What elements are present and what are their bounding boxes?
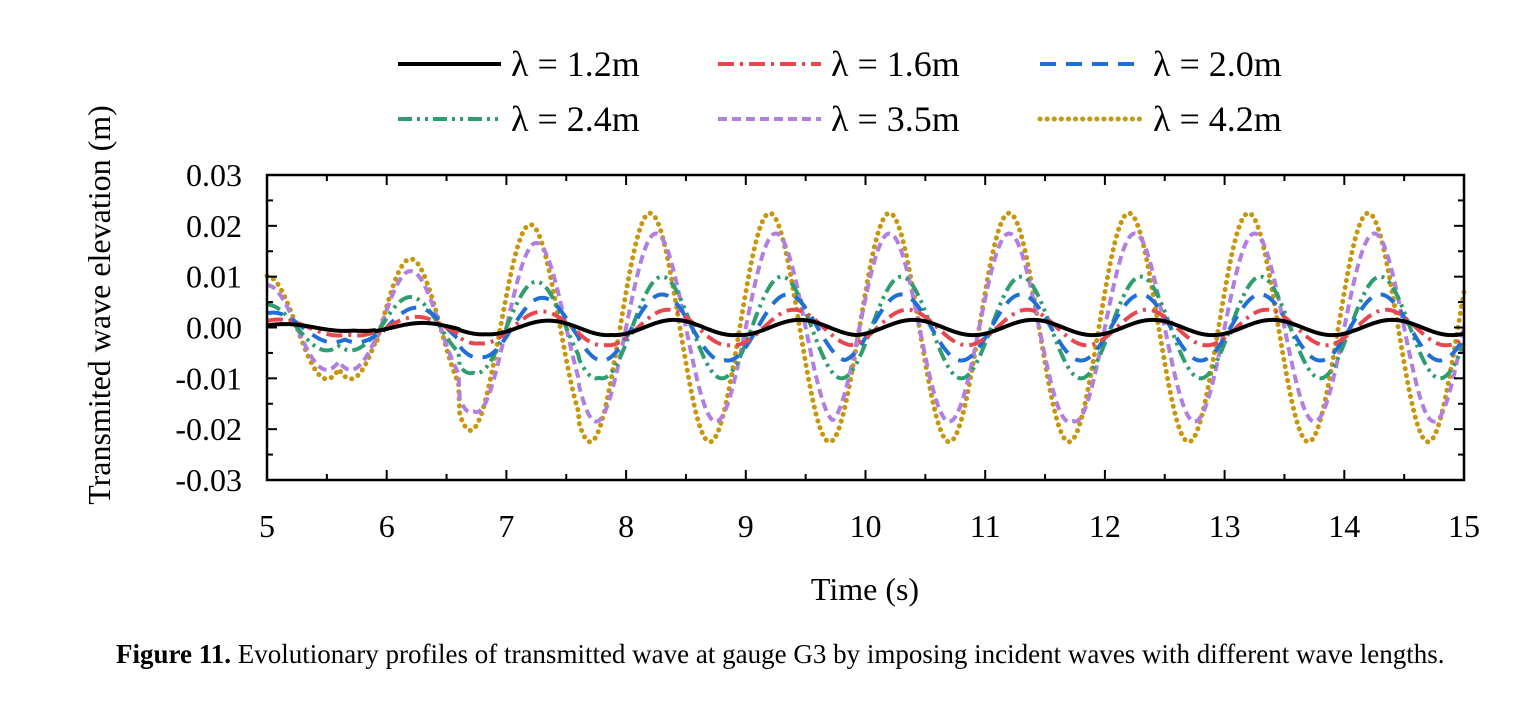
- x-tick-label: 12: [1089, 508, 1121, 544]
- figure-caption: Figure 11. Evolutionary profiles of tran…: [116, 634, 1476, 675]
- series-line: [266, 317, 1465, 338]
- series-line: [266, 292, 1466, 363]
- x-tick-label: 11: [970, 508, 1001, 544]
- x-tick-label: 7: [498, 508, 514, 544]
- y-tick-label: 0.00: [186, 310, 242, 346]
- y-tick-label: -0.02: [175, 411, 242, 447]
- y-tick-label: 0.02: [186, 208, 242, 244]
- legend-label: λ = 1.2m: [511, 44, 640, 84]
- series-line: [266, 274, 1466, 381]
- legend-label: λ = 1.6m: [831, 44, 960, 84]
- x-tick-label: 8: [618, 508, 634, 544]
- figure-caption-label: Figure 11.: [116, 639, 232, 669]
- x-tick-label: 14: [1328, 508, 1360, 544]
- y-tick-label: -0.01: [175, 360, 242, 396]
- x-tick-label: 15: [1448, 508, 1480, 544]
- legend-label: λ = 3.5m: [831, 99, 960, 139]
- x-tick-label: 9: [738, 508, 754, 544]
- y-tick-label: 0.03: [186, 157, 242, 193]
- x-axis-label: Time (s): [811, 571, 919, 607]
- legend-label: λ = 2.4m: [511, 99, 640, 139]
- y-axis-label: Transmited wave elevation (m): [81, 105, 117, 505]
- legend: λ = 1.2m λ = 1.6m λ = 2.0m λ = 2.4m λ = 3.5m…: [398, 44, 1282, 139]
- x-tick-label: 10: [850, 508, 882, 544]
- legend-label: λ = 2.0m: [1153, 44, 1282, 84]
- y-tick-label: 0.01: [186, 259, 242, 295]
- plot-lines: [264, 210, 1467, 445]
- x-tick-label: 5: [259, 508, 275, 544]
- axes: 5 6 7 8 9 10 11 12 13 14 15 -0.03 -0.02 -0.01 0.00 0.01…: [175, 157, 1480, 544]
- series-line: [264, 210, 1467, 445]
- legend-label: λ = 4.2m: [1153, 99, 1282, 139]
- figure-caption-text: Evolutionary profiles of transmitted wav…: [231, 639, 1445, 669]
- chart: λ = 1.2m λ = 1.6m λ = 2.0m λ = 2.4m λ = 3.5m…: [81, 44, 1480, 607]
- x-tick-label: 13: [1209, 508, 1241, 544]
- series-line: [266, 307, 1466, 348]
- x-tick-label: 6: [379, 508, 395, 544]
- series-line: [266, 231, 1466, 424]
- y-tick-label: -0.03: [175, 462, 242, 498]
